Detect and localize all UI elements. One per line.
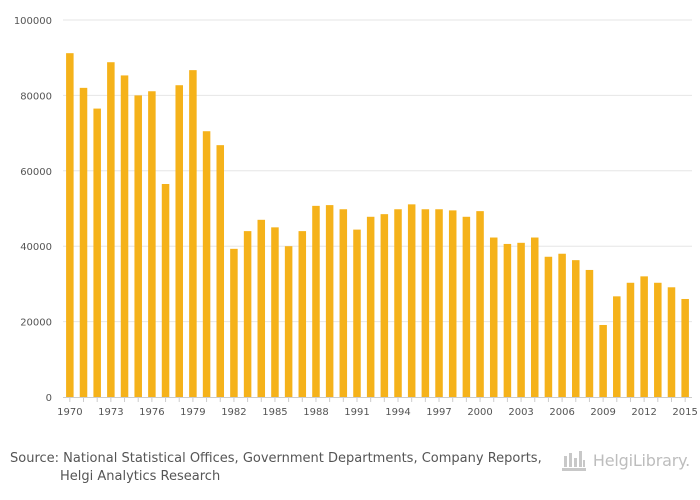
- bar-1976: [148, 91, 156, 397]
- bar-1975: [134, 95, 142, 398]
- bar-1994: [394, 209, 402, 397]
- bar-1991: [353, 229, 361, 397]
- source-note: Source: National Statistical Offices, Go…: [10, 450, 550, 486]
- y-tick-label: 40000: [20, 242, 52, 253]
- bar-2008: [585, 269, 594, 397]
- bar-1983: [243, 231, 252, 397]
- bar-1992: [366, 216, 375, 397]
- bar-2006: [558, 253, 566, 397]
- bar-1981: [216, 145, 225, 397]
- x-tick-label: 1979: [180, 407, 205, 418]
- bar-1984: [257, 219, 266, 397]
- y-tick-label: 20000: [20, 318, 52, 329]
- bar-1987: [298, 231, 307, 397]
- x-tick-label: 1994: [385, 407, 410, 418]
- bar-2015: [681, 298, 689, 397]
- bar-1972: [93, 108, 101, 397]
- x-tick-label: 2000: [467, 407, 492, 418]
- x-tick-label: 2015: [672, 407, 697, 418]
- bar-2010: [613, 296, 621, 397]
- bar-2004: [530, 237, 539, 397]
- source-line-1: Source: National Statistical Offices, Go…: [10, 451, 542, 466]
- bar-2007: [572, 260, 580, 397]
- bar-1995: [407, 204, 416, 397]
- bar-2000: [476, 211, 484, 397]
- x-tick-label: 2009: [590, 407, 615, 418]
- logo-text: HelgiLibrary.: [592, 450, 690, 470]
- bar-2003: [517, 242, 525, 397]
- library-building-icon: [561, 451, 586, 471]
- x-tick-label: 1973: [98, 407, 123, 418]
- bar-1990: [339, 209, 348, 397]
- bar-1996: [421, 209, 430, 397]
- bar-1971: [79, 87, 88, 398]
- footer: Source: National Statistical Offices, Go…: [0, 432, 700, 500]
- x-tick-label: 2006: [549, 407, 574, 418]
- bar-1998: [448, 210, 457, 397]
- bar-1989: [325, 205, 334, 397]
- y-tick-label: 0: [46, 393, 52, 404]
- bar-2013: [654, 282, 662, 397]
- bar-1973: [107, 62, 115, 397]
- bar-1999: [462, 216, 471, 397]
- bar-1978: [175, 85, 183, 397]
- bar-1979: [189, 70, 197, 397]
- helgi-library-logo: HelgiLibrary.: [561, 446, 690, 474]
- bar-2009: [599, 324, 607, 397]
- bar-1986: [284, 246, 293, 397]
- y-tick-label: 100000: [14, 16, 52, 27]
- bar-2014: [667, 287, 676, 397]
- bar-1993: [380, 214, 389, 397]
- bar-1985: [271, 227, 279, 397]
- bar-2001: [489, 237, 498, 397]
- bar-1988: [312, 205, 320, 397]
- x-tick-label: 1976: [139, 407, 164, 418]
- bar-2012: [640, 276, 648, 397]
- bar-2011: [626, 282, 635, 397]
- x-tick-label: 1991: [344, 407, 369, 418]
- source-line-2: Helgi Analytics Research: [60, 469, 221, 484]
- x-tick-label: 1988: [303, 407, 328, 418]
- y-tick-label: 60000: [20, 167, 52, 178]
- bar-chart-svg: 0 20000 40000 60000 80000 100000 1970 1973 1976 1…: [14, 16, 698, 418]
- x-tick-label: 1970: [57, 407, 82, 418]
- x-tick-label: 1985: [262, 407, 287, 418]
- bar-1980: [202, 131, 211, 397]
- bar-2002: [503, 243, 512, 397]
- bar-1997: [435, 209, 443, 397]
- bar-1977: [161, 184, 170, 397]
- x-tick-label: 2012: [631, 407, 656, 418]
- bar-1982: [230, 248, 238, 397]
- chart: 0 20000 40000 60000 80000 100000 1970 1973 1976 1…: [14, 16, 698, 418]
- y-tick-label: 80000: [20, 91, 52, 102]
- x-tick-label: 2003: [508, 407, 533, 418]
- x-tick-label: 1982: [221, 407, 246, 418]
- bar-1974: [120, 75, 129, 398]
- x-tick-label: 1997: [426, 407, 451, 418]
- bar-2005: [544, 256, 553, 397]
- bar-1970: [66, 53, 74, 398]
